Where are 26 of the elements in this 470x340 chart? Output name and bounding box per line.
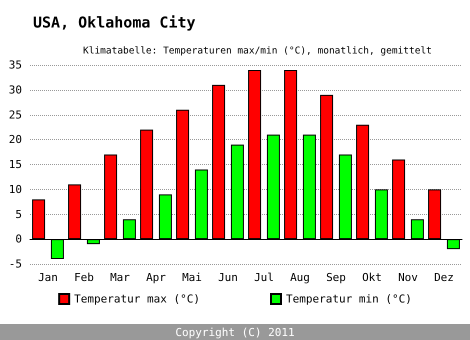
y-tick-label: 20: [8, 133, 22, 146]
legend-label: Temperatur min (°C): [286, 292, 412, 306]
x-tick-label: Jul: [254, 271, 274, 284]
x-tick-label: Okt: [362, 271, 382, 284]
legend-label: Temperatur max (°C): [74, 292, 200, 306]
y-tick-label: -5: [8, 258, 22, 270]
y-tick-label: 0: [15, 232, 22, 246]
y-tick-label: 10: [8, 182, 22, 196]
x-tick-label: Apr: [146, 271, 166, 284]
x-tick-label: Jun: [218, 271, 238, 284]
y-tick-label: 25: [8, 108, 22, 122]
y-tick-label: 30: [8, 83, 22, 96]
x-tick-label: Mar: [110, 271, 130, 284]
y-tick-label: 35: [8, 58, 22, 72]
y-tick-label: 5: [15, 208, 22, 221]
x-tick-label: Dez: [434, 271, 454, 284]
chart-title: USA, Oklahoma City: [33, 14, 196, 32]
x-tick-label: Aug: [290, 271, 310, 284]
y-tick-label: 15: [8, 158, 22, 171]
chart-subtitle: Klimatabelle: Temperaturen max/min (°C), monatlich, gemittelt: [83, 46, 432, 56]
x-tick-label: Sep: [326, 271, 346, 284]
x-tick-label: Mai: [182, 271, 202, 284]
x-tick-label: Feb: [74, 271, 94, 284]
text: Copyright (C) 2011: [175, 326, 295, 339]
x-tick-label: Jan: [38, 271, 58, 284]
x-tick-label: Nov: [398, 271, 418, 284]
